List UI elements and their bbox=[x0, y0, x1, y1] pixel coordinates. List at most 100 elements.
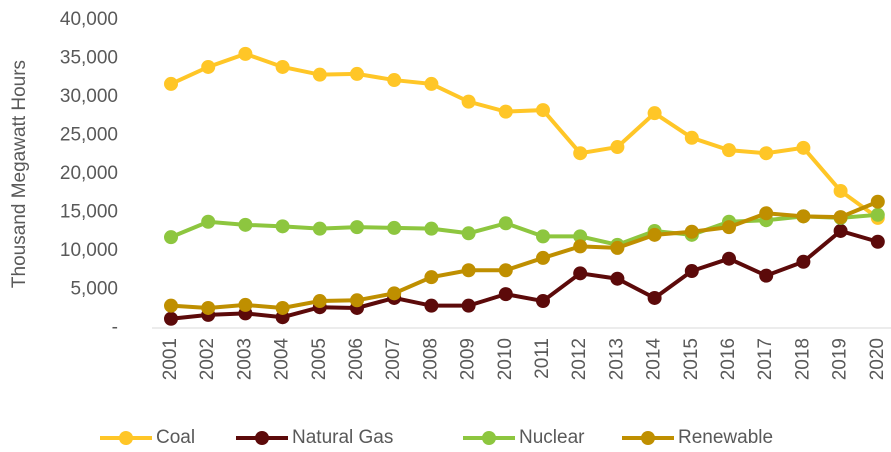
data-point bbox=[350, 220, 364, 235]
data-point bbox=[759, 206, 774, 221]
data-point bbox=[722, 251, 736, 266]
data-point bbox=[536, 250, 550, 265]
y-tick-label: 40,000 bbox=[60, 9, 118, 30]
data-point bbox=[684, 130, 699, 145]
data-point bbox=[201, 300, 216, 315]
data-point bbox=[684, 224, 699, 239]
data-point bbox=[424, 76, 439, 91]
legend-label: Natural Gas bbox=[292, 427, 393, 448]
data-point bbox=[833, 210, 848, 225]
x-tick-label: 2014 bbox=[644, 338, 665, 381]
y-tick-label: 35,000 bbox=[60, 48, 118, 69]
y-tick-label: 25,000 bbox=[60, 125, 118, 146]
data-point bbox=[870, 234, 885, 249]
y-tick-label: 30,000 bbox=[60, 86, 118, 107]
data-point bbox=[610, 140, 625, 155]
data-point bbox=[164, 76, 178, 91]
y-axis-label: Thousand Megawatt Hours bbox=[9, 60, 30, 288]
y-tick-label: 15,000 bbox=[60, 202, 118, 223]
data-point bbox=[275, 219, 290, 234]
data-point bbox=[722, 143, 736, 158]
y-tick-label: 10,000 bbox=[60, 240, 118, 261]
x-tick-label: 2005 bbox=[309, 338, 330, 380]
data-point bbox=[498, 263, 513, 278]
data-point bbox=[647, 106, 662, 121]
x-tick-label: 2009 bbox=[458, 338, 479, 380]
data-point bbox=[201, 59, 216, 74]
x-tick-label: 2011 bbox=[532, 338, 553, 379]
data-point bbox=[833, 223, 848, 238]
data-point bbox=[424, 298, 439, 313]
legend-marker bbox=[119, 431, 133, 445]
data-point bbox=[536, 294, 550, 309]
data-point bbox=[238, 297, 253, 312]
data-point bbox=[201, 214, 216, 229]
data-point bbox=[312, 294, 327, 309]
data-point bbox=[387, 220, 402, 235]
legend-label: Nuclear bbox=[519, 427, 585, 448]
data-point bbox=[461, 298, 476, 313]
data-point bbox=[870, 194, 885, 209]
data-point bbox=[350, 293, 364, 308]
data-point bbox=[350, 66, 364, 81]
x-tick-label: 2004 bbox=[272, 338, 293, 381]
x-tick-label: 2001 bbox=[160, 338, 181, 380]
legend-marker bbox=[641, 431, 655, 445]
data-point bbox=[424, 221, 439, 236]
data-point bbox=[536, 103, 550, 118]
data-point bbox=[387, 73, 402, 88]
data-point bbox=[870, 207, 885, 222]
x-tick-label: 2017 bbox=[755, 338, 776, 380]
data-point bbox=[498, 104, 513, 119]
data-point bbox=[759, 146, 774, 161]
data-point bbox=[164, 230, 178, 245]
data-point bbox=[312, 67, 327, 82]
data-point bbox=[498, 287, 513, 302]
data-point bbox=[275, 59, 290, 74]
data-point bbox=[238, 46, 253, 61]
series-line bbox=[170, 51, 879, 220]
data-point bbox=[610, 271, 625, 286]
y-tick-label: - bbox=[112, 317, 118, 338]
legend-marker bbox=[255, 431, 269, 445]
data-point bbox=[796, 209, 811, 224]
legend-label: Coal bbox=[156, 427, 195, 448]
y-tick-label: 5,000 bbox=[70, 279, 118, 300]
legend-marker bbox=[482, 431, 496, 445]
data-point bbox=[573, 229, 588, 244]
data-point bbox=[573, 239, 588, 254]
data-point bbox=[722, 220, 736, 235]
data-point bbox=[796, 254, 811, 269]
data-point bbox=[424, 270, 439, 285]
x-tick-label: 2010 bbox=[495, 338, 516, 380]
data-point bbox=[387, 286, 402, 301]
x-tick-label: 2015 bbox=[681, 338, 702, 380]
x-tick-label: 2007 bbox=[383, 338, 404, 380]
x-tick-label: 2020 bbox=[867, 338, 888, 380]
data-point bbox=[833, 183, 848, 198]
x-tick-label: 2013 bbox=[606, 338, 627, 380]
x-tick-label: 2006 bbox=[346, 338, 367, 380]
data-point bbox=[647, 227, 662, 242]
data-point bbox=[573, 146, 588, 161]
data-point bbox=[610, 240, 625, 255]
data-point bbox=[647, 290, 662, 305]
x-tick-label: 2008 bbox=[420, 338, 441, 380]
data-point bbox=[312, 221, 327, 236]
data-point bbox=[759, 268, 774, 283]
data-point bbox=[796, 140, 811, 155]
data-point bbox=[498, 216, 513, 231]
data-point bbox=[573, 266, 588, 281]
data-point bbox=[275, 300, 290, 315]
x-tick-label: 2018 bbox=[792, 338, 813, 380]
x-tick-label: 2012 bbox=[569, 338, 590, 380]
x-tick-label: 2003 bbox=[234, 338, 255, 380]
data-point bbox=[461, 226, 476, 241]
data-point bbox=[238, 217, 253, 232]
x-tick-label: 2016 bbox=[718, 338, 739, 380]
data-point bbox=[461, 263, 476, 278]
legend-label: Renewable bbox=[678, 427, 773, 448]
x-tick-label: 2002 bbox=[197, 338, 218, 380]
x-tick-label: 2019 bbox=[830, 338, 851, 380]
